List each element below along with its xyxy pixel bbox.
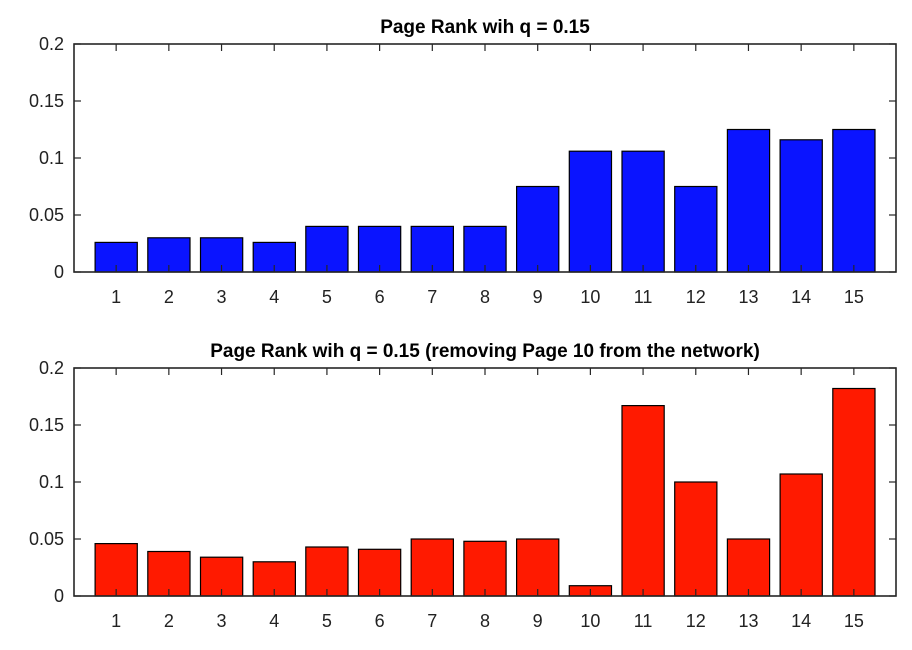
x-tick-label: 7	[427, 611, 437, 631]
x-tick-label: 7	[427, 287, 437, 307]
x-tick-label: 10	[580, 611, 600, 631]
bar-8	[463, 225, 507, 273]
x-tick-label: 14	[791, 287, 811, 307]
chart-title: Page Rank wih q = 0.15 (removing Page 10…	[210, 341, 760, 362]
bar-9	[515, 538, 560, 597]
bar-6	[357, 225, 402, 273]
bar-15	[832, 128, 876, 273]
bar-14	[779, 473, 823, 597]
chart-panel-bottom: 00.050.10.150.21 2 3 4 5 6 7 8 9 10 11 12 13 14 15Page…	[29, 341, 897, 631]
y-tick-label: 0.15	[29, 91, 64, 111]
bar-2	[147, 550, 191, 597]
x-tick-label: 9	[533, 287, 543, 307]
bar-1	[94, 542, 138, 597]
x-tick-label: 1	[111, 287, 121, 307]
x-tick-label: 12	[686, 287, 706, 307]
y-tick-label: 0.05	[29, 205, 64, 225]
y-tick-label: 0	[54, 262, 64, 282]
bar-9	[515, 185, 560, 273]
bar-12	[674, 185, 718, 273]
x-tick-label: 14	[791, 611, 811, 631]
x-tick-label: 4	[269, 287, 279, 307]
bar-13	[726, 538, 771, 597]
bar-5	[305, 546, 349, 597]
chart-title: Page Rank wih q = 0.15	[380, 17, 590, 38]
x-tick-label: 3	[217, 287, 227, 307]
x-tick-label: 13	[738, 287, 758, 307]
x-tick-label: 9	[533, 611, 543, 631]
bar-10	[568, 150, 613, 273]
y-tick-label: 0.2	[39, 34, 64, 54]
x-tick-label: 6	[375, 611, 385, 631]
x-tick-label: 15	[844, 611, 864, 631]
bar-13	[726, 128, 771, 273]
bar-6	[357, 548, 402, 597]
y-tick-label: 0.2	[39, 358, 64, 378]
x-tick-label: 2	[164, 287, 174, 307]
x-tick-label: 4	[269, 611, 279, 631]
x-tick-label: 5	[322, 287, 332, 307]
bar-12	[674, 481, 718, 597]
bar-7	[410, 538, 455, 597]
bar-11	[621, 150, 665, 273]
x-tick-label: 1	[111, 611, 121, 631]
y-tick-label: 0.05	[29, 529, 64, 549]
x-tick-label: 10	[580, 287, 600, 307]
bar-8	[463, 540, 507, 597]
x-tick-label: 13	[738, 611, 758, 631]
x-tick-label: 3	[217, 611, 227, 631]
chart-panel-top: 00.050.10.150.21 2 3 4 5 6 7 8 9 10 11 12 13 14 15Page…	[29, 17, 897, 307]
x-tick-label: 5	[322, 611, 332, 631]
x-tick-label: 6	[375, 287, 385, 307]
x-tick-label: 8	[480, 611, 490, 631]
x-tick-label: 8	[480, 287, 490, 307]
x-tick-label: 12	[686, 611, 706, 631]
x-tick-label: 11	[634, 611, 653, 631]
y-tick-label: 0.15	[29, 415, 64, 435]
bar-15	[832, 387, 876, 597]
x-tick-label: 2	[164, 611, 174, 631]
x-tick-label: 11	[634, 287, 653, 307]
x-tick-label: 15	[844, 287, 864, 307]
bar-11	[621, 405, 665, 597]
y-tick-label: 0.1	[39, 148, 64, 168]
y-tick-label: 0	[54, 586, 64, 606]
y-tick-label: 0.1	[39, 472, 64, 492]
bar-14	[779, 139, 823, 273]
